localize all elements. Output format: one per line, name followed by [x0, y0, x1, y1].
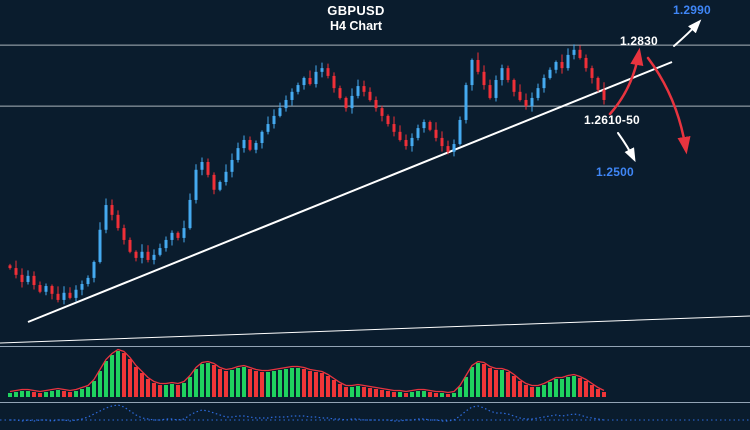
candlesticks: [8, 44, 606, 305]
lower-indicator: [0, 404, 750, 422]
trendlines: [0, 61, 750, 344]
annotation-arrows: [608, 19, 702, 163]
oscillator-histogram: [8, 348, 606, 397]
